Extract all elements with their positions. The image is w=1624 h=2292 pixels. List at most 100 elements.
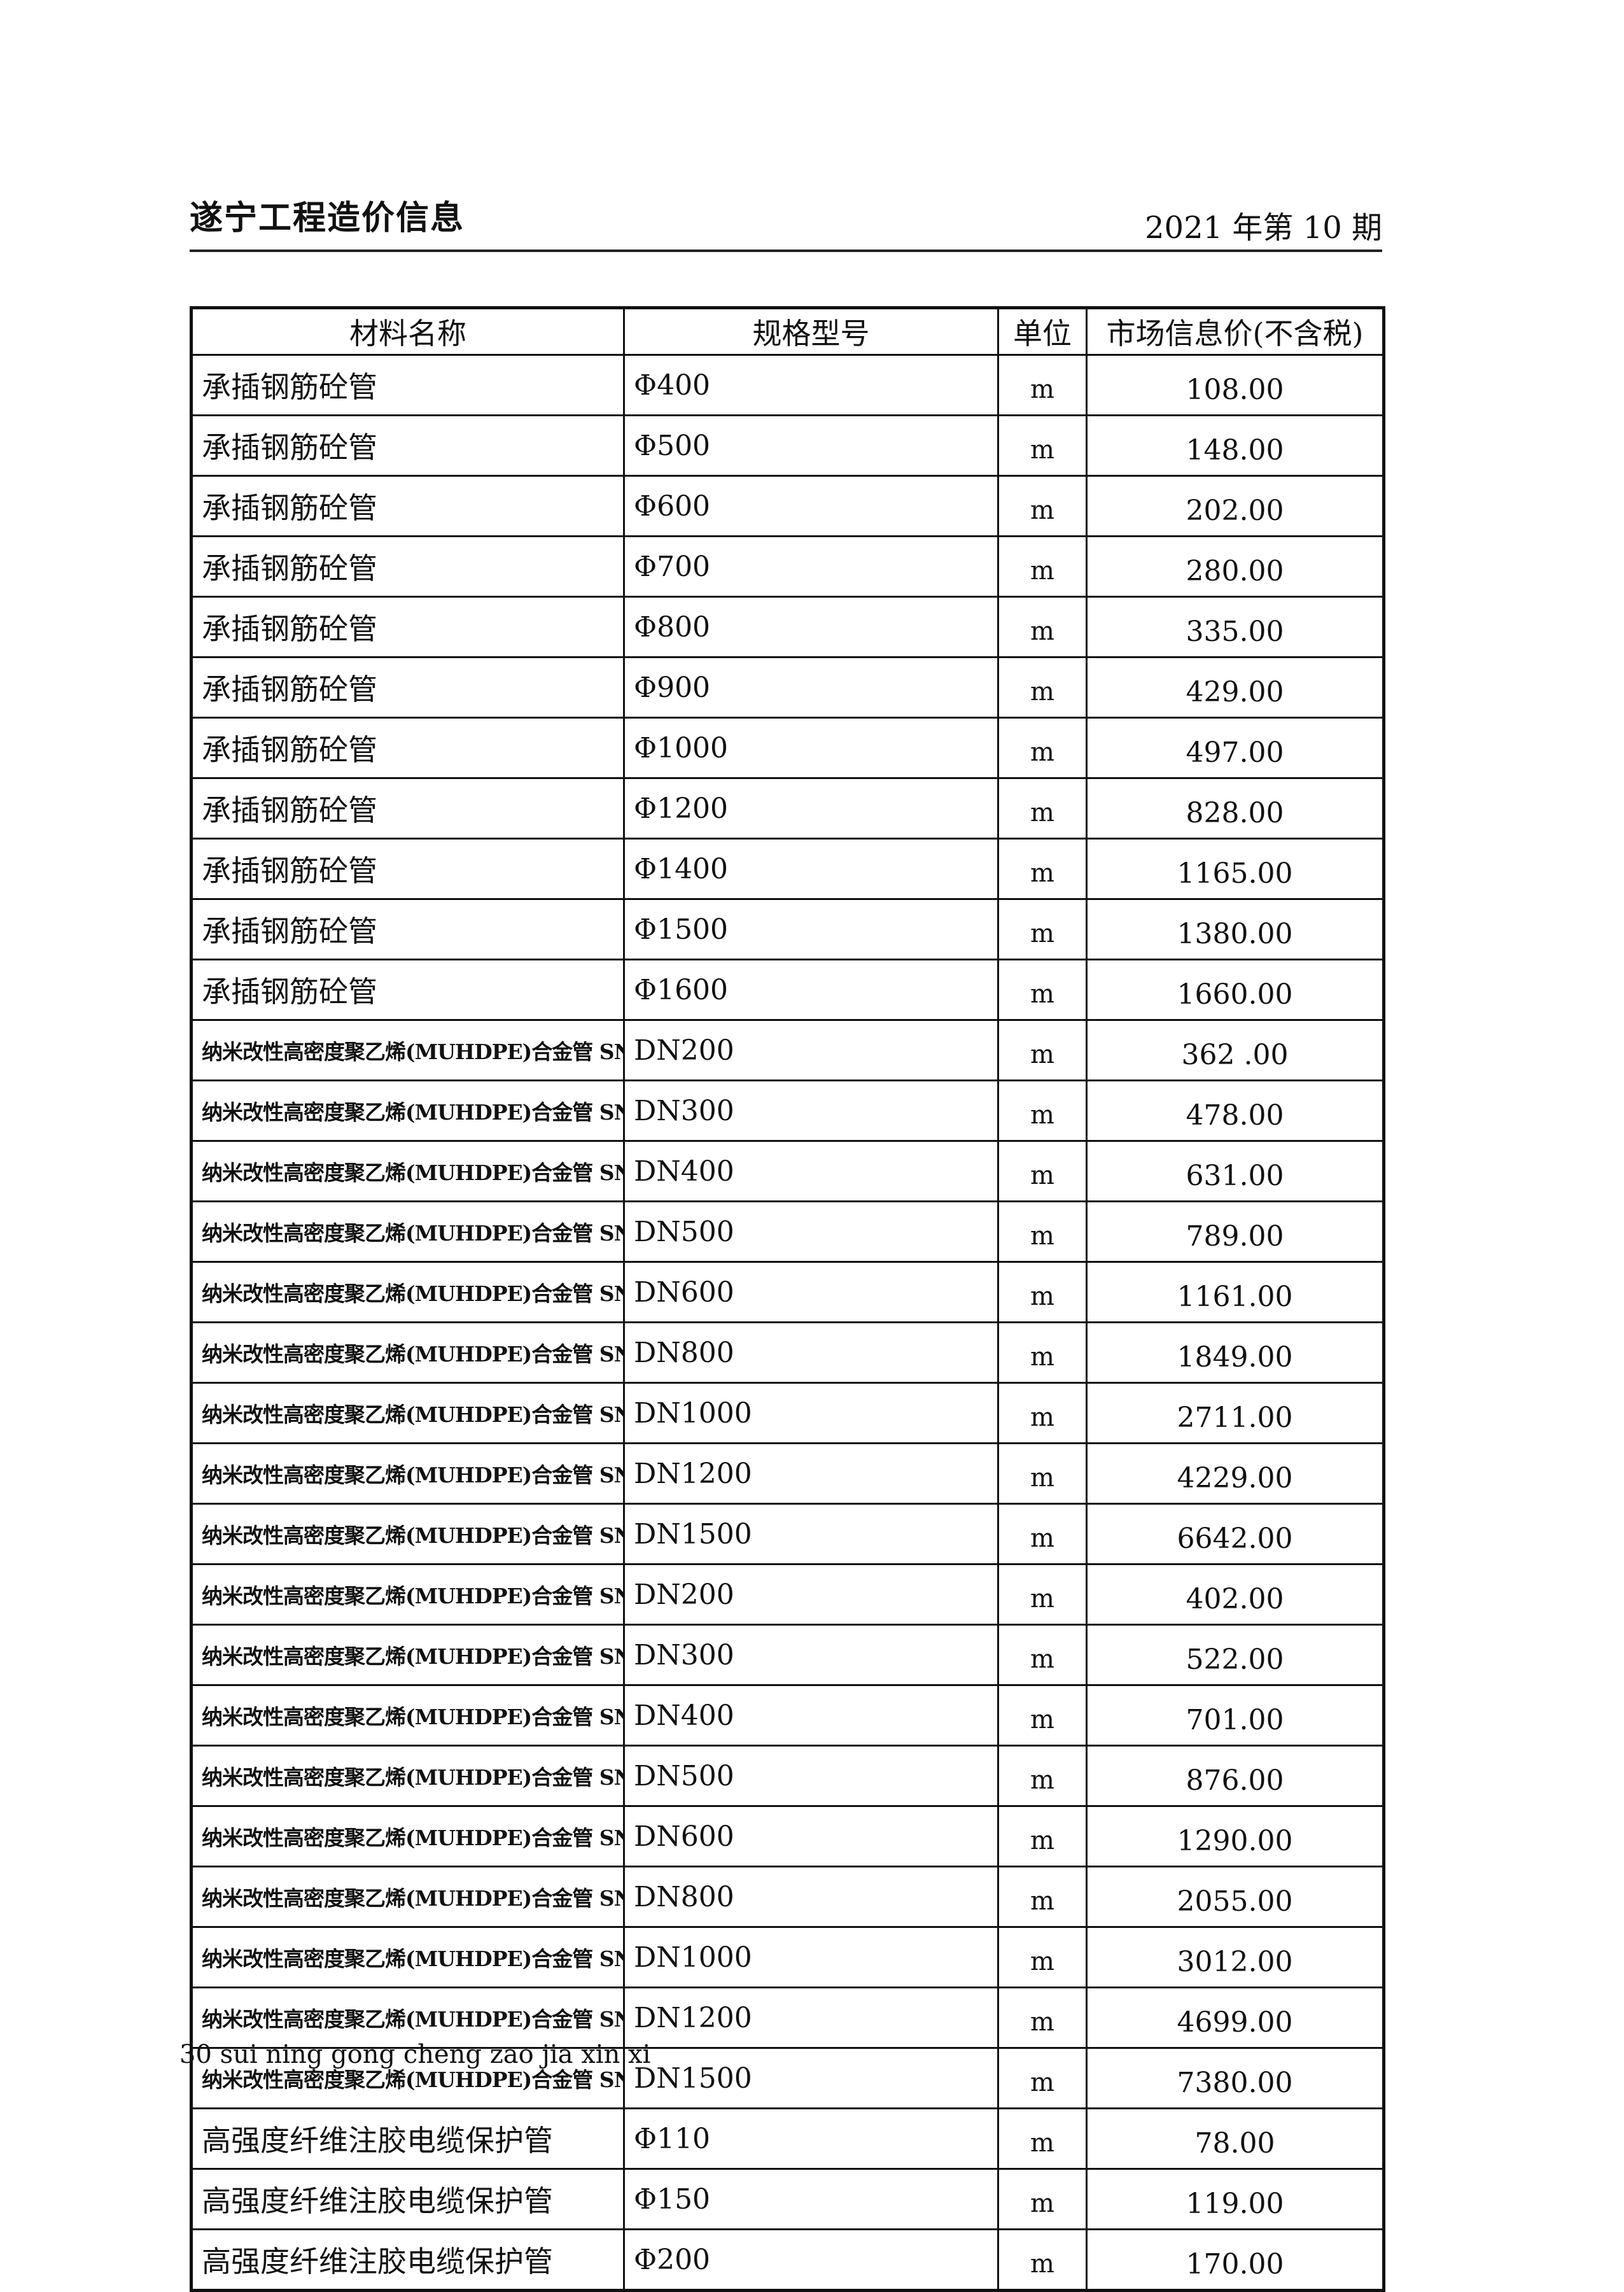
cell-price: 3012.00 (1086, 1926, 1385, 1988)
cell-spec: Φ150 (623, 2168, 999, 2230)
cell-spec: DN800 (623, 1866, 999, 1928)
cell-material-name: 纳米改性高密度聚乙烯(MUHDPE)合金管 SN12.5 (190, 2047, 625, 2109)
cell-price: 828.00 (1086, 777, 1385, 840)
cell-unit: m (997, 717, 1088, 779)
cell-unit: m (997, 1200, 1088, 1263)
table-row: 高强度纤维注胶电缆保护管 Φ200 m 170.00 (190, 2228, 1385, 2291)
cell-spec: Φ1000 (623, 717, 999, 779)
cell-spec: DN400 (623, 1684, 999, 1747)
cell-material-name: 纳米改性高密度聚乙烯(MUHDPE)合金管 SN8 (190, 1140, 625, 1202)
cell-price: 335.00 (1086, 596, 1385, 658)
cell-price: 4699.00 (1086, 1986, 1385, 2049)
cell-price: 148.00 (1086, 414, 1385, 477)
cell-unit: m (997, 2228, 1088, 2291)
cell-material-name: 承插钢筋砼管 (190, 656, 625, 719)
cell-unit: m (997, 1140, 1088, 1202)
cell-material-name: 承插钢筋砼管 (190, 777, 625, 840)
cell-material-name: 纳米改性高密度聚乙烯(MUHDPE)合金管 SN8 (190, 1019, 625, 1081)
issue-number: 2021 年第 10 期 (1144, 210, 1382, 246)
table-row: 纳米改性高密度聚乙烯(MUHDPE)合金管 SN8 DN1000 m 2711.00 (190, 1382, 1385, 1444)
table-row: 纳米改性高密度聚乙烯(MUHDPE)合金管 SN12.5DN1500m7380.… (190, 2047, 1385, 2109)
cell-unit: m (997, 2168, 1088, 2230)
cell-material-name: 纳米改性高密度聚乙烯(MUHDPE)合金管 SN8 (190, 1321, 625, 1384)
cell-spec: DN200 (623, 1019, 999, 1081)
cell-material-name: 承插钢筋砼管 (190, 717, 625, 779)
table-row: 纳米改性高密度聚乙烯(MUHDPE)合金管 SN12.5DN1000m3012.… (190, 1926, 1385, 1988)
cell-unit: m (997, 1442, 1088, 1505)
page-footer: 30 sui ning gong cheng zao jia xin xi (179, 2040, 651, 2069)
cell-price: 119.00 (1086, 2168, 1385, 2230)
table-row: 纳米改性高密度聚乙烯(MUHDPE)合金管 SN12.5DN400m701.00 (190, 1684, 1385, 1747)
cell-unit: m (997, 1321, 1088, 1384)
cell-unit: m (997, 1745, 1088, 1807)
cell-material-name: 承插钢筋砼管 (190, 535, 625, 598)
table-row: 纳米改性高密度聚乙烯(MUHDPE)合金管 SN12.5DN800m2055.0… (190, 1866, 1385, 1928)
cell-spec: Φ900 (623, 656, 999, 719)
table-row: 承插钢筋砼管 Φ1000 m 497.00 (190, 717, 1385, 779)
cell-spec: Φ1600 (623, 959, 999, 1021)
table-row: 承插钢筋砼管 Φ1600 m 1660.00 (190, 959, 1385, 1021)
table-row: 纳米改性高密度聚乙烯(MUHDPE)合金管 SN8 DN1500 m 6642.00 (190, 1503, 1385, 1565)
table-header-row: 材料名称 规格型号 单位 市场信息价(不含税) (190, 307, 1385, 356)
table-row: 承插钢筋砼管 Φ900 m 429.00 (190, 656, 1385, 719)
cell-price: 170.00 (1086, 2228, 1385, 2291)
cell-price: 2055.00 (1086, 1866, 1385, 1928)
cell-unit: m (997, 656, 1088, 719)
cell-spec: DN1000 (623, 1926, 999, 1988)
price-table: 材料名称 规格型号 单位 市场信息价(不含税) 承插钢筋砼管 Φ400 m 108.0… (190, 306, 1385, 2292)
cell-spec: DN200 (623, 1563, 999, 1626)
cell-material-name: 纳米改性高密度聚乙烯(MUHDPE)合金管 SN8 (190, 1079, 625, 1142)
table-row: 承插钢筋砼管 Φ1500 m 1380.00 (190, 898, 1385, 960)
cell-unit: m (997, 414, 1088, 477)
cell-material-name: 承插钢筋砼管 (190, 414, 625, 477)
cell-unit: m (997, 1261, 1088, 1323)
cell-unit: m (997, 1866, 1088, 1928)
cell-material-name: 承插钢筋砼管 (190, 838, 625, 900)
cell-material-name: 纳米改性高密度聚乙烯(MUHDPE)合金管 SN8 (190, 1442, 625, 1505)
cell-spec: DN800 (623, 1321, 999, 1384)
cell-price: 6642.00 (1086, 1503, 1385, 1565)
table-row: 高强度纤维注胶电缆保护管 Φ150 m 119.00 (190, 2168, 1385, 2230)
cell-price: 4229.00 (1086, 1442, 1385, 1505)
cell-spec: DN600 (623, 1261, 999, 1323)
cell-unit: m (997, 2107, 1088, 2170)
cell-price: 497.00 (1086, 717, 1385, 779)
table-row: 纳米改性高密度聚乙烯(MUHDPE)合金管 SN12.5DN300m522.00 (190, 1624, 1385, 1686)
cell-spec: Φ1200 (623, 777, 999, 840)
cell-material-name: 纳米改性高密度聚乙烯(MUHDPE)合金管 SN8 (190, 1382, 625, 1444)
cell-material-name: 承插钢筋砼管 (190, 596, 625, 658)
cell-unit: m (997, 354, 1088, 416)
cell-price: 1380.00 (1086, 898, 1385, 960)
cell-spec: DN600 (623, 1805, 999, 1867)
cell-price: 1165.00 (1086, 838, 1385, 900)
table-row: 纳米改性高密度聚乙烯(MUHDPE)合金管 SN8 DN200 m 362 .00 (190, 1019, 1385, 1081)
cell-spec: DN500 (623, 1200, 999, 1263)
cell-material-name: 纳米改性高密度聚乙烯(MUHDPE)合金管 SN12.5 (190, 1805, 625, 1867)
cell-unit: m (997, 1684, 1088, 1747)
cell-spec: DN500 (623, 1745, 999, 1807)
cell-material-name: 纳米改性高密度聚乙烯(MUHDPE)合金管 SN12.5 (190, 1926, 625, 1988)
cell-spec: Φ800 (623, 596, 999, 658)
cell-material-name: 纳米改性高密度聚乙烯(MUHDPE)合金管 SN8 (190, 1200, 625, 1263)
cell-spec: Φ500 (623, 414, 999, 477)
cell-material-name: 纳米改性高密度聚乙烯(MUHDPE)合金管 SN12.5 (190, 1684, 625, 1747)
header-divider (190, 250, 1382, 252)
cell-spec: DN1000 (623, 1382, 999, 1444)
cell-spec: Φ200 (623, 2228, 999, 2291)
cell-material-name: 纳米改性高密度聚乙烯(MUHDPE)合金管 SN8 (190, 1503, 625, 1565)
cell-price: 7380.00 (1086, 2047, 1385, 2109)
table-row: 承插钢筋砼管 Φ600 m 202.00 (190, 475, 1385, 537)
cell-unit: m (997, 475, 1088, 537)
cell-spec: Φ700 (623, 535, 999, 598)
cell-unit: m (997, 838, 1088, 900)
table-row: 承插钢筋砼管 Φ1200 m 828.00 (190, 777, 1385, 840)
cell-unit: m (997, 898, 1088, 960)
cell-spec: Φ1500 (623, 898, 999, 960)
cell-price: 362 .00 (1086, 1019, 1385, 1081)
cell-price: 78.00 (1086, 2107, 1385, 2170)
cell-unit: m (997, 1503, 1088, 1565)
cell-material-name: 承插钢筋砼管 (190, 898, 625, 960)
table-row: 纳米改性高密度聚乙烯(MUHDPE)合金管 SN12.5DN600m1290.0… (190, 1805, 1385, 1867)
cell-unit: m (997, 1926, 1088, 1988)
table-row: 纳米改性高密度聚乙烯(MUHDPE)合金管 SN12.5DN500m876.00 (190, 1745, 1385, 1807)
